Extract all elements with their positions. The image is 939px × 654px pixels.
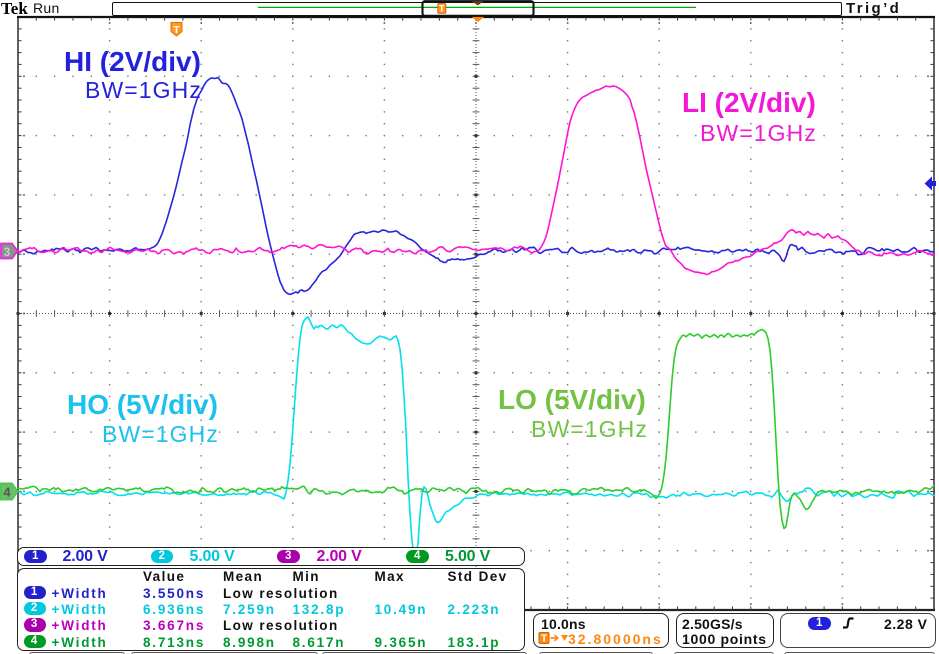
svg-text:T: T: [541, 634, 547, 645]
svg-text:3: 3: [4, 245, 11, 259]
svg-text:T: T: [173, 24, 180, 36]
svg-text:T: T: [439, 4, 445, 14]
svg-text:4: 4: [3, 485, 11, 500]
